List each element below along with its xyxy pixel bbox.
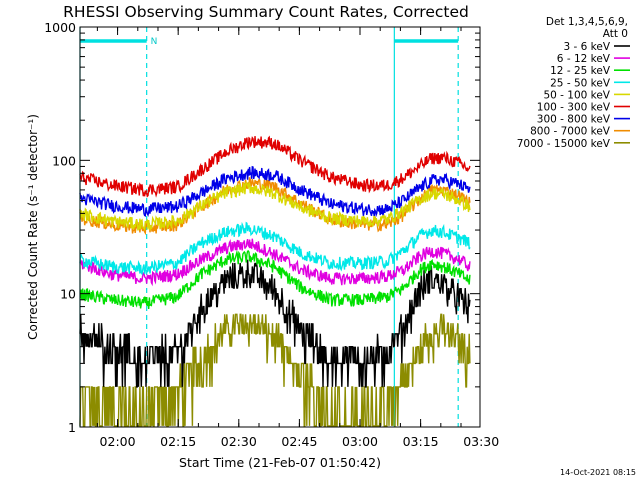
x-tick-label: 02:30 xyxy=(221,434,257,449)
interval-label: N xyxy=(151,37,158,47)
legend-header: Att 0 xyxy=(603,28,628,40)
series-trace xyxy=(146,249,395,310)
series-trace xyxy=(146,259,395,388)
series-trace xyxy=(79,211,148,236)
series-trace xyxy=(393,172,471,209)
observing-interval-2 xyxy=(393,27,459,427)
legend-entry-label: 3 - 6 keV xyxy=(563,41,610,53)
series-trace xyxy=(79,258,148,284)
x-tick-label: 02:45 xyxy=(281,434,317,449)
x-tick-label: 03:00 xyxy=(342,434,378,449)
x-axis-label: Start Time (21-Feb-07 01:50:42) xyxy=(179,455,381,470)
series-trace xyxy=(146,180,395,231)
x-tick-label: 02:00 xyxy=(100,434,136,449)
series-trace xyxy=(393,258,471,297)
legend-entry-label: 6 - 12 keV xyxy=(557,53,611,65)
legend-entry-label: 25 - 50 keV xyxy=(550,77,611,89)
series-25-50-kev xyxy=(79,221,471,276)
legend-entry-label: 800 - 7000 keV xyxy=(530,126,611,138)
x-tick-label: 03:30 xyxy=(463,434,499,449)
series-trace xyxy=(79,170,148,197)
x-tick-label: 03:15 xyxy=(403,434,439,449)
legend-entry-label: 300 - 800 keV xyxy=(537,114,611,126)
series-12-25-kev xyxy=(79,249,471,310)
series-trace xyxy=(393,246,471,278)
series-3-6-kev xyxy=(79,259,471,388)
series-trace xyxy=(394,313,471,427)
series-trace xyxy=(79,288,148,309)
series-layer xyxy=(79,135,471,427)
series-trace xyxy=(79,253,148,276)
series-300-800-kev xyxy=(79,165,471,218)
y-tick-label: 10 xyxy=(60,287,76,302)
series-trace xyxy=(146,313,395,427)
series-trace xyxy=(79,207,148,232)
legend-entry-label: 100 - 300 keV xyxy=(537,102,611,114)
plot-frame xyxy=(79,26,481,428)
legend-entry-label: 50 - 100 keV xyxy=(543,89,610,101)
series-trace xyxy=(146,221,395,274)
y-tick-label: 100 xyxy=(52,153,76,168)
series-100-300-kev xyxy=(79,135,471,198)
chart-title: RHESSI Observing Summary Count Rates, Co… xyxy=(63,3,469,21)
generation-timestamp: 14-Oct-2021 08:15 xyxy=(560,468,636,477)
series-trace xyxy=(79,192,148,217)
series-trace xyxy=(146,165,395,218)
y-axis-label: Corrected Count Rate (s⁻¹ detector⁻¹) xyxy=(26,114,40,340)
x-tick-label: 02:15 xyxy=(160,434,196,449)
series-trace xyxy=(146,238,395,287)
legend-header: Det 1,3,4,5,6,9, xyxy=(546,16,628,28)
series-trace xyxy=(79,386,148,427)
series-trace xyxy=(393,265,471,364)
y-tick-label: 1000 xyxy=(44,20,76,35)
series-trace xyxy=(146,135,395,198)
series-trace xyxy=(393,150,471,188)
legend-entry-label: 12 - 25 keV xyxy=(550,65,611,77)
series-7000-15000-kev xyxy=(79,313,471,427)
series-trace xyxy=(79,314,148,388)
series-50-100-kev xyxy=(79,180,471,232)
legend-entry-label: 7000 - 15000 keV xyxy=(517,138,611,150)
series-6-12-kev xyxy=(79,238,471,287)
y-tick-label: 1 xyxy=(68,420,76,435)
series-trace xyxy=(393,223,471,261)
series-trace xyxy=(393,188,471,223)
axes: 02:00 02:15 02:30 02:45 03:00 03:15 03:30 1 10 10… xyxy=(44,20,499,449)
